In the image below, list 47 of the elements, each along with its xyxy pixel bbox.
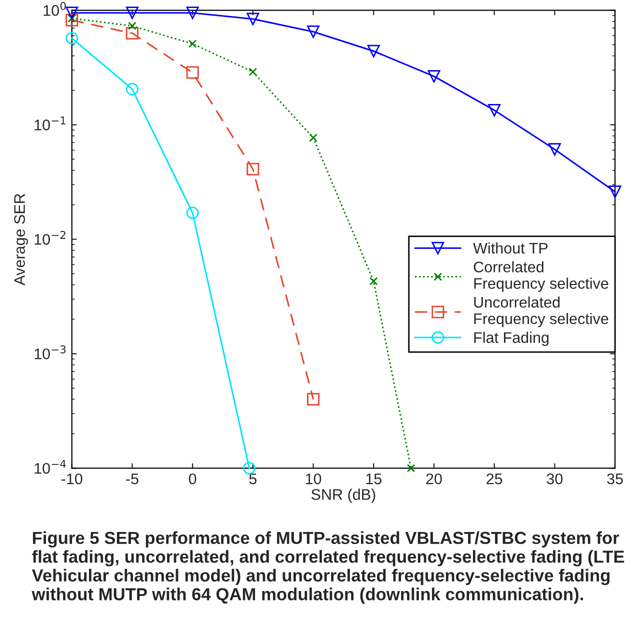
y-tick-label: 10$^{−2}$ (34, 230, 66, 245)
x-tick-label: 0 (188, 473, 196, 484)
point (369, 277, 378, 286)
point (126, 82, 138, 96)
point (186, 6, 199, 20)
legend-label: Flat Fading (474, 332, 548, 346)
x-tick-label: 20 (426, 473, 442, 484)
point (66, 14, 78, 26)
x-tick-label: 15 (366, 474, 382, 484)
y-tick-label: 10$^{0}$ (44, 2, 66, 16)
point (548, 143, 561, 156)
point (126, 6, 138, 20)
x-tick-label: -5 (126, 474, 138, 484)
point (66, 32, 78, 44)
point (367, 44, 380, 58)
x-axis-title: SNR (dB) (311, 488, 376, 503)
point (188, 40, 197, 48)
point (488, 104, 501, 116)
x-tick-label: -10 (62, 473, 82, 484)
point (246, 12, 260, 26)
point (608, 185, 622, 198)
point (186, 206, 199, 220)
point (309, 134, 318, 142)
y-axis-title: Average SER (14, 194, 28, 286)
y-tick-label: 10$^{−1}$ (34, 116, 66, 130)
x-tick-label: 5 (249, 474, 257, 484)
x-tick-label: 35 (607, 473, 623, 484)
point (307, 393, 320, 406)
x-tick-label: 25 (486, 473, 502, 484)
x-tick-label: 10 (306, 473, 322, 484)
point (128, 22, 136, 30)
point (126, 27, 138, 40)
point (246, 162, 260, 176)
point (186, 66, 199, 79)
caption: Figure 5 SER performance of MUTP-assisted VBLAST/STBC system for flat fading, uncorrelated, and correlated frequency-selective fading (LTE Vehicular channel model) and uncorrelated frequency-selective fading without MUTP with 64 QAM modulation (downlink communication). (32, 531, 624, 604)
point (66, 6, 78, 20)
y-tick-label: 10$^{−3}$ (34, 345, 66, 360)
y-tick-label: 10$^{−4}$ (34, 460, 66, 474)
legend-label: Correlated Frequency selective (474, 261, 608, 292)
point (243, 462, 256, 474)
point (307, 25, 320, 38)
point (248, 68, 258, 76)
legend-label: Without TP (473, 242, 548, 254)
point (428, 70, 440, 83)
point (406, 464, 416, 472)
x-tick-label: 30 (546, 473, 563, 484)
legend-label: Uncorrelated Frequency selective (474, 296, 608, 328)
